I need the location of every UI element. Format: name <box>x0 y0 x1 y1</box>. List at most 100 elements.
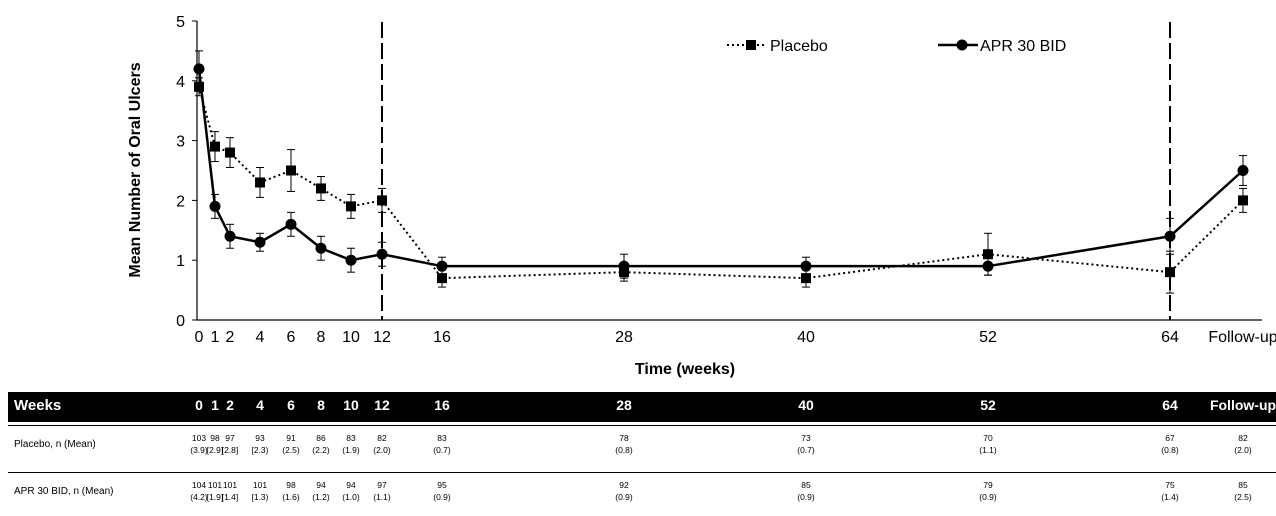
table-cell: 98 (1.6) <box>269 479 313 503</box>
table-cell: 75 (1.4) <box>1148 479 1192 503</box>
data-point-square <box>286 165 296 176</box>
cell-n: 82 <box>377 433 387 443</box>
data-point-square <box>437 273 447 284</box>
cell-mean: [1.9] <box>206 492 224 502</box>
cell-mean: (0.9) <box>979 492 997 502</box>
series-line <box>197 68 1244 268</box>
data-point-square <box>1165 267 1175 278</box>
cell-n: 97 <box>225 433 235 443</box>
series-apr <box>193 50 1249 279</box>
cell-n: 94 <box>316 480 326 490</box>
table-cell: 70 (1.1) <box>966 432 1010 456</box>
table-cell: 94 (1.2) <box>299 479 343 503</box>
cell-mean: (0.8) <box>1161 445 1179 455</box>
cell-mean: (2.0) <box>373 445 391 455</box>
table-cell: 83 (0.7) <box>420 432 464 456</box>
cell-n: 75 <box>1165 480 1175 490</box>
header-week-cell: 1 <box>211 397 219 413</box>
cell-n: 97 <box>377 480 387 490</box>
legend-label: APR 30 BID <box>980 38 1066 55</box>
data-point-circle <box>982 260 994 272</box>
header-week-cell: 4 <box>256 397 264 413</box>
cell-mean: [2.3) <box>251 445 269 455</box>
table-cell: 101 [1.9] <box>193 479 237 503</box>
data-point-circle <box>254 236 266 248</box>
patients-at-risk-table: Weeks 0 1 2 4 6 8 10 12 16 28 40 52 64 Follow-up Plac… <box>8 392 1276 515</box>
data-point-circle <box>285 218 297 230</box>
header-week-cell: 64 <box>1162 397 1178 413</box>
table-cell: 92 (0.9) <box>602 479 646 503</box>
table-cell: 98 [2.9] <box>193 432 237 456</box>
header-week-cell: 12 <box>374 397 390 413</box>
data-point-circle <box>800 260 812 272</box>
table-cell: 95 (0.9) <box>420 479 464 503</box>
y-tick-label: 4 <box>176 74 185 91</box>
x-tick-label: 8 <box>317 329 326 346</box>
table-cell: 97 [2.8] <box>208 432 252 456</box>
table-cell: 82 (2.0) <box>1221 432 1265 456</box>
cell-n: 104 <box>191 480 207 490</box>
table-cell: 93 [2.3) <box>238 432 282 456</box>
cell-n: 83 <box>346 433 356 443</box>
cell-n: 85 <box>801 480 811 490</box>
table-cell: 97 (1.1) <box>360 479 404 503</box>
cell-mean: (3.9) <box>190 445 208 455</box>
cell-mean: [2.9] <box>206 445 224 455</box>
table-cell: 85 (0.9) <box>784 479 828 503</box>
y-axis-title: Mean Number of Oral Ulcers <box>127 62 144 277</box>
x-tick-label: Follow-up <box>1208 329 1276 346</box>
x-tick-label: 6 <box>287 329 296 346</box>
y-tick-label: 5 <box>176 14 185 31</box>
legend-marker-square <box>746 40 756 50</box>
header-week-cell: 52 <box>980 397 996 413</box>
cell-mean: (1.2) <box>312 492 330 502</box>
data-point-circle <box>193 63 205 75</box>
cell-mean: [1.4] <box>221 492 239 502</box>
x-tick-label: 1 <box>211 329 220 346</box>
header-week-cell: 10 <box>343 397 359 413</box>
weeks-header-label: Weeks <box>14 397 62 414</box>
cell-n: 78 <box>619 433 629 443</box>
table-cell: 85 (2.5) <box>1221 479 1265 503</box>
cell-n: 101 <box>207 480 223 490</box>
data-point-square <box>801 273 811 284</box>
reference-lines <box>381 22 1171 320</box>
table-cell: 101 [1.3) <box>238 479 282 503</box>
y-tick-label: 0 <box>176 313 185 330</box>
table-cell: 82 (2.0) <box>360 432 404 456</box>
cell-n: 67 <box>1165 433 1175 443</box>
x-tick-label: 40 <box>797 329 815 346</box>
legend-marker-circle <box>956 39 968 51</box>
cell-mean: (1.4) <box>1161 492 1179 502</box>
cell-n: 91 <box>286 433 296 443</box>
cell-mean: (2.5) <box>1234 492 1252 502</box>
row-label-placebo: Placebo, n (Mean) <box>14 439 96 450</box>
x-tick-label: 64 <box>1161 329 1179 346</box>
cell-n: 94 <box>346 480 356 490</box>
cell-mean: (0.9) <box>615 492 633 502</box>
y-tick-label: 1 <box>176 253 185 270</box>
table-cell: 67 (0.8) <box>1148 432 1192 456</box>
table-cell: 101 [1.4] <box>208 479 252 503</box>
cell-n: 101 <box>222 480 238 490</box>
table-row-apr: APR 30 BID, n (Mean) 104 (4.2) 101 [1.9] 101… <box>8 472 1276 516</box>
cell-n: 83 <box>437 433 447 443</box>
header-week-cell: Follow-up <box>1209 397 1276 413</box>
cell-n: 70 <box>983 433 993 443</box>
table-cell: 104 (4.2) <box>177 479 221 503</box>
data-point-circle <box>224 230 236 242</box>
cell-mean: (1.6) <box>282 492 300 502</box>
cell-n: 98 <box>210 433 220 443</box>
data-point-square <box>1238 195 1248 206</box>
series-layer <box>193 50 1249 294</box>
data-point-square <box>983 249 993 260</box>
data-point-circle <box>1164 230 1176 242</box>
cell-n: 95 <box>437 480 447 490</box>
cell-n: 93 <box>255 433 265 443</box>
header-week-cell: 2 <box>226 397 234 413</box>
table-cell: 91 (2.5) <box>269 432 313 456</box>
cell-mean: (4.2) <box>190 492 208 502</box>
table-row-placebo: Placebo, n (Mean) 103 (3.9) 98 [2.9] 97 [2.8]… <box>8 425 1276 466</box>
x-tick-label: 10 <box>342 329 360 346</box>
